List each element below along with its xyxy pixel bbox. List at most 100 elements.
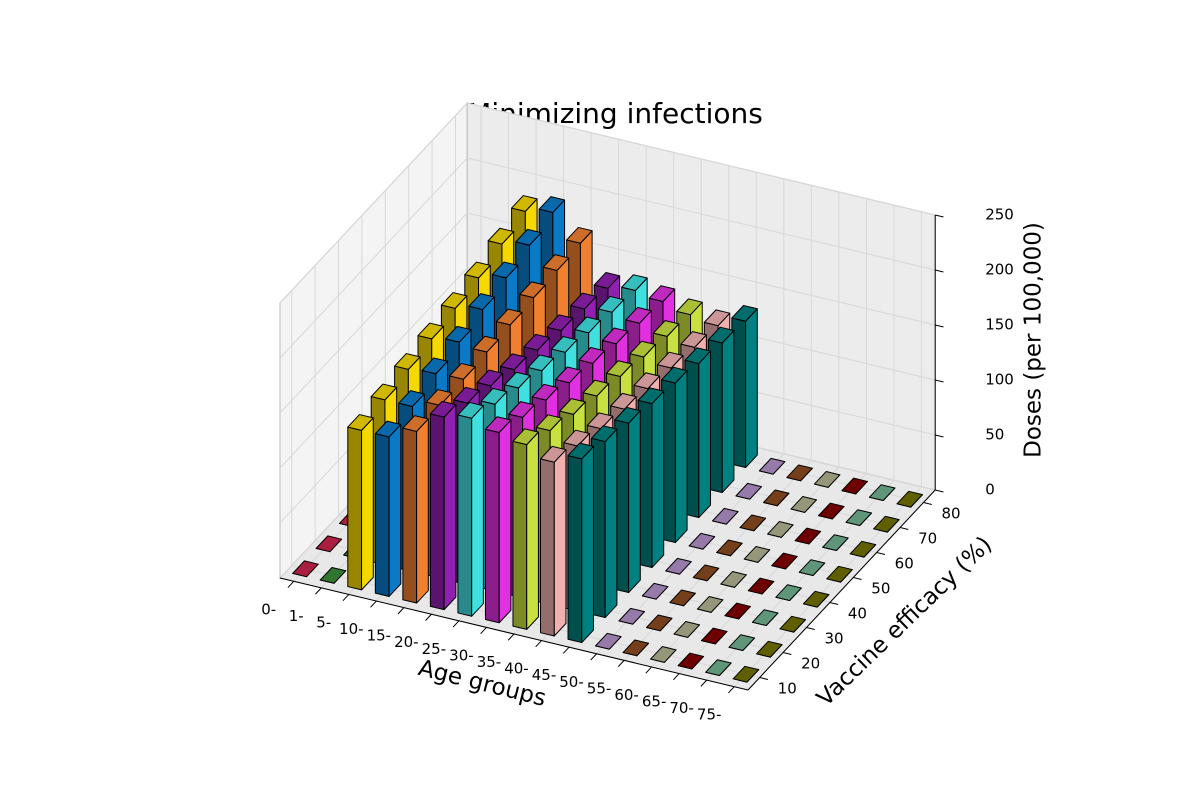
bar-top (370, 383, 398, 401)
tick-mark (590, 653, 597, 661)
bar-top (673, 621, 700, 638)
bar-top (779, 615, 806, 633)
bar-side (553, 449, 567, 637)
tick-mark (425, 613, 432, 621)
tick-mark (342, 594, 350, 602)
bar-top (590, 425, 618, 443)
z-tick-label: 50 (985, 426, 1004, 444)
bar-top (676, 298, 703, 316)
bar-top (756, 640, 783, 658)
x-tick-label: 60- (614, 686, 639, 704)
bar-front (374, 433, 390, 597)
bar-front (484, 428, 500, 624)
tick-mark (935, 214, 944, 218)
bar-top (559, 398, 586, 415)
bar-top (527, 354, 555, 372)
bar-top (417, 322, 444, 340)
bar-top (790, 496, 817, 513)
x-tick-label: 5- (316, 613, 331, 631)
bar-top (480, 387, 508, 405)
bar-top (841, 477, 868, 495)
bar-top (677, 652, 705, 670)
tick-mark (876, 552, 886, 555)
bar-top (440, 292, 468, 309)
bar-top (728, 634, 756, 652)
bar-top (535, 414, 563, 432)
bar-top (813, 471, 841, 488)
bar-top (735, 482, 762, 500)
bar-side (674, 370, 688, 544)
bar-top (648, 285, 676, 303)
tick-mark (782, 652, 792, 655)
bar-top (818, 502, 845, 520)
x-tick-label: 45- (532, 666, 557, 684)
z-tick-label: 150 (985, 316, 1014, 334)
bar-top (523, 333, 550, 351)
bar-top (775, 584, 802, 602)
bar-side (361, 417, 374, 591)
bar-top (595, 632, 622, 650)
bar-top (476, 369, 504, 387)
bar-top (614, 406, 641, 424)
y-tick-label: 70 (918, 530, 937, 548)
bar-top (538, 196, 566, 213)
bar-front (457, 414, 473, 617)
bar-top (625, 306, 652, 324)
x-tick-label: 35- (477, 653, 502, 671)
x-tick-label: 20- (394, 633, 419, 651)
bar-top (555, 366, 582, 384)
bar-top (645, 614, 673, 632)
bar-top (731, 304, 758, 322)
bar-top (421, 357, 449, 375)
tick-mark (806, 627, 815, 630)
bar-top (751, 609, 779, 627)
grid-line (279, 102, 468, 304)
z-tick-label: 100 (985, 371, 1014, 389)
bar-front (539, 458, 555, 637)
x-tick-label: 70- (669, 699, 694, 717)
y-tick-label: 40 (848, 605, 867, 623)
bar-front (429, 413, 445, 611)
bar-top (652, 320, 680, 337)
bar-top (464, 261, 491, 279)
bar-top (688, 532, 716, 550)
bar-top (319, 566, 347, 584)
tick-mark (287, 580, 295, 588)
bar-top (468, 293, 495, 310)
tick-mark (935, 269, 944, 273)
tick-mark (370, 600, 377, 608)
tick-mark (935, 434, 944, 438)
bar-top (512, 428, 539, 446)
bar-top (315, 535, 343, 553)
tick-mark (759, 677, 769, 680)
bar-top (739, 514, 767, 532)
tick-mark (645, 666, 653, 674)
bar-top (762, 489, 790, 507)
bar-top (445, 325, 472, 343)
bar-top (402, 415, 429, 432)
bar-top (449, 362, 476, 380)
x-tick-label: 50- (559, 673, 584, 691)
tick-mark (899, 527, 909, 530)
bar-top (692, 564, 720, 582)
bar-top (650, 646, 677, 663)
tick-mark (700, 679, 708, 687)
y-tick-label: 80 (941, 505, 960, 523)
bar-top (758, 457, 786, 475)
x-tick-label: 0- (261, 600, 276, 618)
y-tick-label: 10 (778, 680, 797, 698)
bar-side (745, 308, 758, 469)
x-tick-label: 65- (642, 693, 667, 711)
tick-mark (315, 587, 322, 595)
bar-top (597, 295, 625, 313)
bar-top (551, 336, 578, 353)
bar-top (511, 195, 538, 212)
bar-top (707, 326, 735, 344)
bar-side (388, 423, 402, 597)
tick-mark (672, 673, 680, 681)
bar-top (621, 274, 648, 292)
bar-top (567, 442, 594, 460)
tick-mark (397, 607, 405, 615)
bar-top (601, 327, 629, 345)
tick-mark (507, 633, 515, 641)
